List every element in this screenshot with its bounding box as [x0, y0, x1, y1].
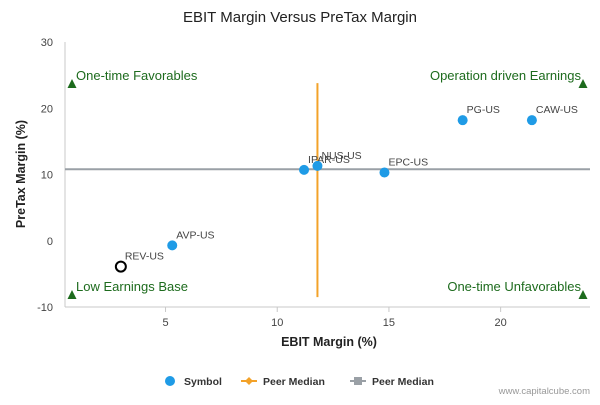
- data-point: [526, 115, 537, 126]
- quadrant-label-top-left: One-time Favorables: [76, 68, 198, 83]
- x-tick-label: 15: [383, 317, 395, 329]
- quadrant-arrow-top-left: [67, 79, 77, 88]
- quadrant-label-bottom-right: One-time Unfavorables: [447, 279, 581, 294]
- y-tick-label: 10: [41, 170, 53, 182]
- quadrant-arrow-top-right: [578, 79, 588, 88]
- x-tick-label: 10: [271, 317, 283, 329]
- quadrant-arrow-bottom-right: [578, 290, 588, 299]
- data-point-label: CAW-US: [536, 104, 578, 116]
- y-tick-label: 30: [41, 37, 53, 49]
- x-axis-label: EBIT Margin (%): [281, 335, 377, 349]
- legend: Symbol Peer Median Peer Median: [165, 376, 434, 388]
- data-point-label: PG-US: [467, 104, 500, 116]
- data-point: [312, 160, 323, 171]
- chart-title: EBIT Margin Versus PreTax Margin: [183, 9, 417, 26]
- data-point: [379, 167, 390, 178]
- y-tick-label: 0: [47, 236, 53, 248]
- data-point: [299, 164, 310, 175]
- data-point: [457, 115, 468, 126]
- quadrant-arrow-bottom-left: [67, 290, 77, 299]
- quadrant-label-top-right: Operation driven Earnings: [430, 68, 582, 83]
- y-tick-label: 20: [41, 103, 53, 115]
- legend-label: Peer Median: [372, 376, 434, 388]
- data-point-label: AVP-US: [176, 229, 214, 241]
- plot-area: -10 0 10 20 30 5 10 15 20 One-time Favorables Oper…: [37, 37, 590, 329]
- legend-marker-peer-median-horizontal: [354, 377, 362, 385]
- y-axis-label: PreTax Margin (%): [14, 120, 28, 228]
- data-point: [167, 240, 178, 251]
- legend-marker-peer-median-vertical: [245, 377, 253, 385]
- y-tick-label: -10: [37, 302, 53, 314]
- data-point-label: REV-US: [125, 251, 164, 263]
- x-tick-label: 5: [162, 317, 168, 329]
- credit-text: www.capitalcube.com: [498, 386, 590, 397]
- x-tick-label: 20: [495, 317, 507, 329]
- legend-marker-symbol: [165, 376, 175, 386]
- data-point-highlight: [114, 260, 127, 273]
- legend-label: Symbol: [184, 376, 222, 388]
- legend-label: Peer Median: [263, 376, 325, 388]
- quadrant-label-bottom-left: Low Earnings Base: [76, 279, 188, 294]
- data-point-label: EPC-US: [388, 157, 428, 169]
- data-point-label: NUS-US: [321, 150, 361, 162]
